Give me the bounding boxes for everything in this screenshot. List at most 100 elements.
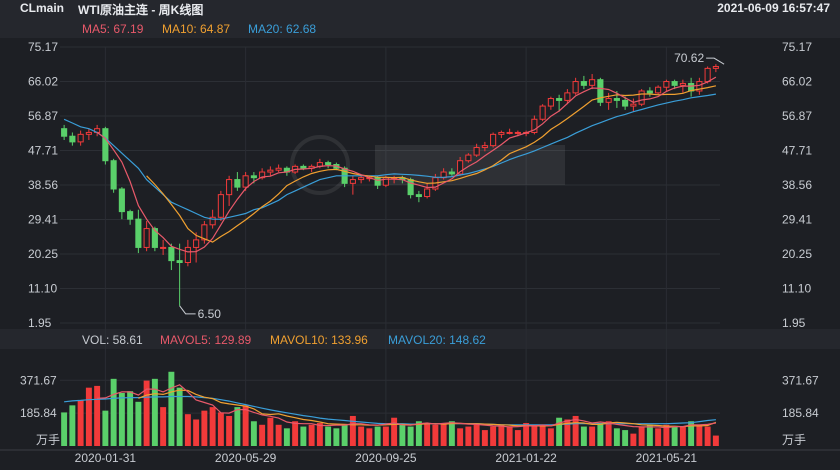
volume-tick-label-right: 185.84 (782, 406, 819, 420)
volume-bar (300, 426, 307, 446)
time-axis-label: 2021-05-21 (636, 451, 698, 465)
volume-bar (283, 428, 290, 446)
candle-body (110, 160, 117, 190)
candle-body (465, 154, 472, 162)
candle-body (300, 165, 307, 169)
volume-bar (638, 426, 645, 446)
candle-body (201, 224, 208, 241)
candle (688, 77, 695, 97)
price-tick-label-left: 11.10 (28, 282, 57, 296)
candle-body (679, 82, 686, 86)
candle (539, 104, 546, 122)
candle (160, 239, 167, 255)
candle-body (704, 67, 711, 83)
volume-legend-bar (0, 329, 840, 349)
volume-bar (490, 426, 497, 446)
candle-body (580, 81, 587, 86)
volume-bar (234, 407, 241, 446)
candle-body (589, 79, 596, 86)
volume-bar (531, 424, 538, 446)
volume-bar (440, 423, 447, 446)
price-tick-label-right: 47.71 (782, 144, 812, 158)
candle (61, 124, 68, 140)
volume-bar (539, 424, 546, 446)
volume-bar (556, 417, 563, 446)
candle (184, 239, 191, 267)
time-axis-label: 2020-09-25 (355, 451, 417, 465)
volume-bar (407, 426, 414, 446)
candle (259, 168, 266, 180)
volume-bar (69, 405, 76, 446)
candle-body (671, 81, 678, 86)
candle-body (655, 86, 662, 94)
volume-tick-label-left: 371.67 (20, 373, 57, 387)
price-tick-label-right: 66.02 (782, 75, 812, 89)
price-tick-label-right: 11.10 (782, 282, 811, 296)
candle-body (168, 246, 175, 262)
volume-bar (341, 424, 348, 446)
candle (564, 89, 571, 105)
candle (646, 87, 653, 97)
candle (349, 175, 356, 195)
candle-body (696, 81, 703, 92)
candle (580, 75, 587, 90)
candle-body (77, 133, 84, 143)
candle (712, 64, 719, 73)
volume-bar (415, 421, 422, 446)
price-tick-label-left: 1.95 (28, 316, 52, 330)
price-legend-item: MA10: 64.87 (162, 22, 230, 36)
price-tick-label-left: 47.71 (28, 144, 58, 158)
candle (638, 89, 645, 107)
price-legend-item: MA5: 67.19 (82, 22, 144, 36)
candle (85, 128, 92, 140)
price-tick-label-left: 20.25 (28, 247, 58, 261)
volume-bar (655, 428, 662, 446)
candle (143, 221, 150, 252)
volume-bar (77, 400, 84, 446)
candle (217, 190, 224, 222)
volume-bar (226, 415, 233, 446)
volume-bar (292, 421, 299, 446)
volume-bar (349, 415, 356, 446)
candle (94, 124, 101, 137)
datetime: 2021-06-09 16:57:47 (717, 1, 830, 15)
candle-body (61, 128, 68, 137)
candle-body (539, 105, 546, 120)
volume-bar (85, 387, 92, 446)
low-marker-line (179, 305, 196, 315)
candle-body (490, 133, 497, 147)
candle-body (325, 162, 332, 165)
price-legend-item: MA20: 62.68 (248, 22, 316, 36)
price-tick-label-left: 75.17 (28, 40, 58, 54)
volume-bar (118, 392, 125, 446)
volume-bar (523, 423, 530, 446)
volume-bar (547, 428, 554, 446)
volume-bar (242, 405, 249, 446)
candle-body (547, 98, 554, 107)
volume-bar (176, 387, 183, 446)
candle-body (234, 179, 241, 188)
candle-body (424, 188, 431, 198)
volume-bar (424, 423, 431, 446)
volume-bar (391, 417, 398, 446)
volume-bar (473, 424, 480, 446)
candle-body (498, 131, 505, 135)
volume-bar (564, 419, 571, 446)
volume-bar (688, 421, 695, 446)
volume-bar (184, 414, 191, 446)
mavol5-line (97, 384, 716, 429)
time-axis-label: 2020-05-29 (215, 451, 277, 465)
candle (118, 187, 125, 220)
volume-bar (613, 428, 620, 446)
volume-bar (597, 423, 604, 446)
candle (135, 209, 142, 254)
candle-body (506, 131, 513, 134)
title-bar (0, 0, 840, 18)
volume-bar (209, 407, 216, 446)
volume-bar (457, 428, 464, 446)
volume-bar (498, 424, 505, 446)
candle-body (127, 211, 134, 220)
volume-bar (572, 415, 579, 446)
volume-bar (168, 371, 175, 446)
